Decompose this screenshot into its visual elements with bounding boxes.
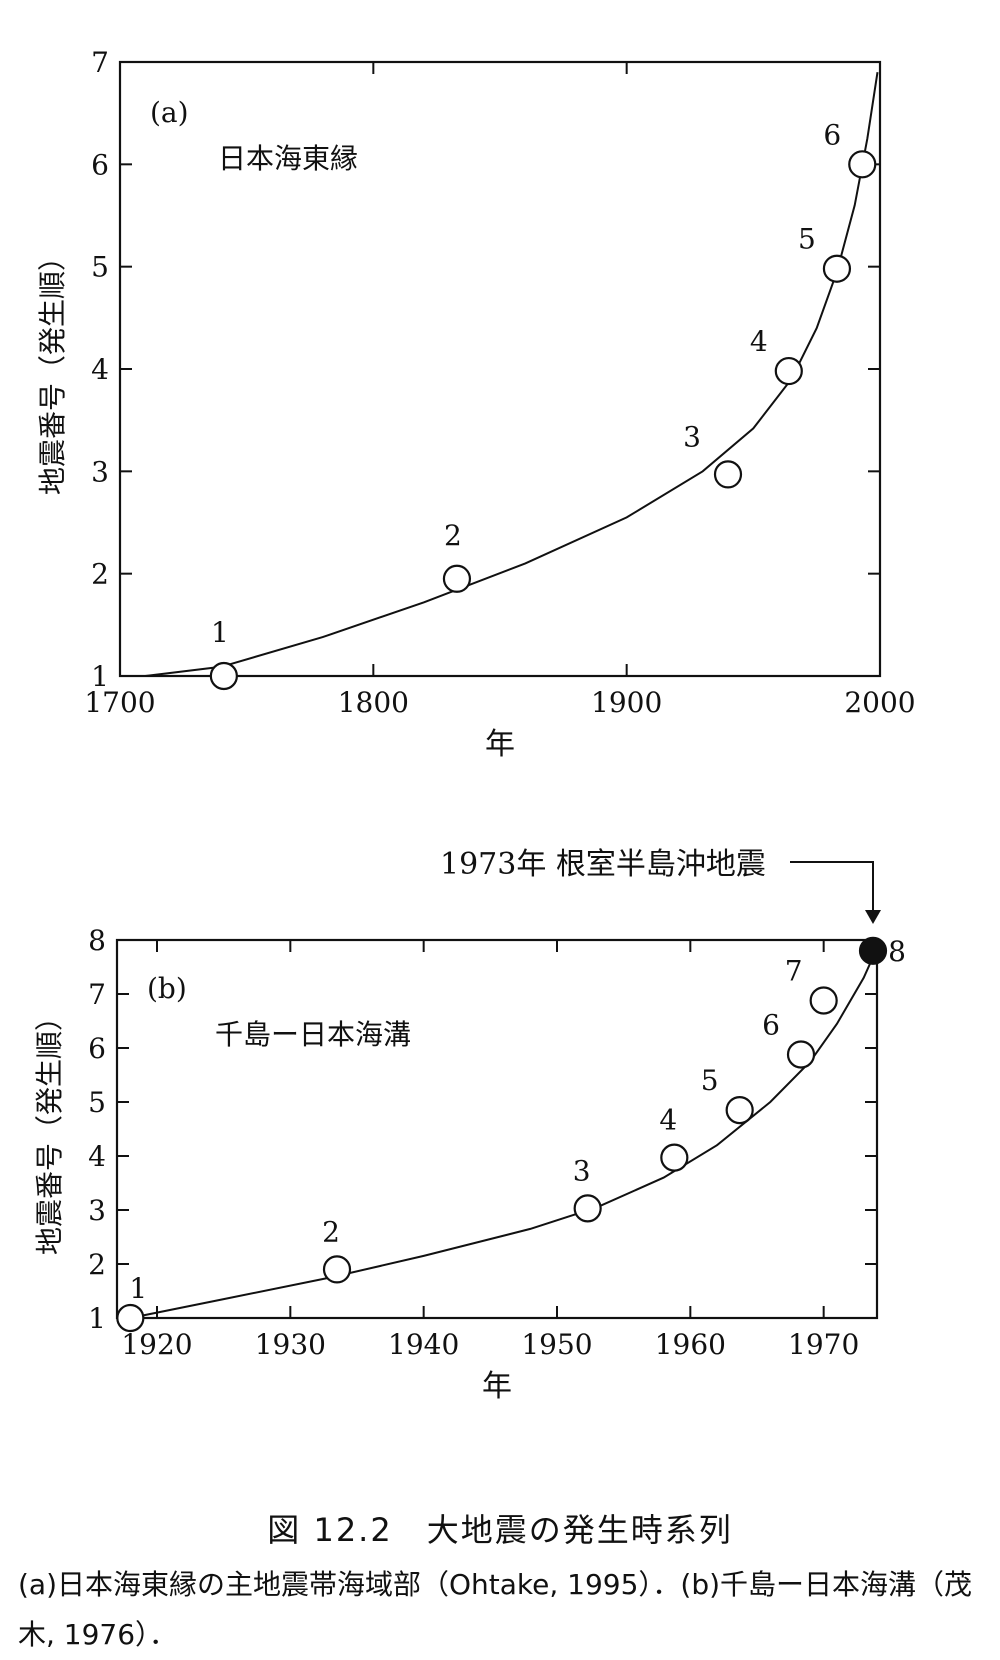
data-label: 6 — [762, 1008, 780, 1041]
region-label: 日本海東縁 — [218, 142, 358, 175]
data-point — [660, 1143, 689, 1172]
y-tick-label: 4 — [91, 353, 109, 386]
data-label: 7 — [785, 954, 803, 987]
x-tick-label: 1970 — [788, 1328, 859, 1361]
fit-curve — [130, 947, 878, 1319]
data-point — [848, 150, 877, 179]
annotation-arrowhead — [865, 910, 881, 924]
data-label: 5 — [701, 1064, 719, 1097]
panel-label: (b) — [147, 972, 187, 1005]
data-point — [209, 661, 238, 691]
y-tick-label: 5 — [91, 251, 109, 284]
x-tick-label: 2000 — [844, 686, 915, 719]
data-label: 4 — [750, 325, 768, 358]
data-point — [809, 986, 838, 1015]
x-tick-label: 1800 — [338, 686, 409, 719]
x-axis-label: 年 — [485, 727, 515, 762]
y-axis-label: 地震番号（発生順） — [36, 243, 69, 495]
data-point — [774, 356, 803, 386]
y-tick-label: 2 — [88, 1248, 106, 1281]
y-tick-label: 5 — [88, 1086, 106, 1119]
y-tick-label: 7 — [88, 978, 106, 1011]
panel-label: (a) — [150, 96, 189, 129]
data-point — [822, 254, 852, 283]
data-point — [713, 460, 743, 489]
x-tick-label: 1920 — [121, 1328, 192, 1361]
annotation-label: 1973年 根室半島沖地震 — [440, 847, 766, 882]
data-point-filled — [858, 936, 888, 965]
x-tick-label: 1900 — [591, 686, 662, 719]
y-tick-label: 6 — [91, 148, 109, 181]
x-tick-label: 1960 — [655, 1328, 726, 1361]
region-label: 千島ー日本海溝 — [215, 1018, 411, 1051]
y-tick-label: 2 — [91, 558, 109, 591]
panel-a — [118, 60, 882, 691]
x-tick-label: 1940 — [388, 1328, 459, 1361]
x-tick-label: 1700 — [84, 686, 155, 719]
data-label: 4 — [659, 1104, 677, 1137]
data-label: 2 — [444, 519, 462, 552]
y-tick-label: 1 — [91, 660, 109, 693]
x-tick-label: 1950 — [521, 1328, 592, 1361]
y-tick-label: 6 — [88, 1032, 106, 1065]
y-tick-label: 3 — [88, 1194, 106, 1227]
data-label: 5 — [798, 223, 816, 256]
y-tick-label: 4 — [88, 1140, 106, 1173]
y-tick-label: 7 — [91, 46, 109, 79]
data-label: 3 — [683, 420, 701, 453]
data-label: 6 — [823, 118, 841, 151]
data-point — [725, 1095, 754, 1125]
figure-caption-body: (a)日本海東縁の主地震帯海域部（Ohtake, 1995）．(b)千島ー日本海… — [18, 1568, 973, 1651]
data-point — [322, 1255, 352, 1284]
y-tick-label: 8 — [88, 924, 106, 957]
plot-frame — [115, 938, 879, 1320]
data-point — [116, 1303, 145, 1333]
y-tick-label: 3 — [91, 455, 109, 488]
data-label: 3 — [573, 1154, 591, 1187]
data-label: 1 — [211, 616, 229, 649]
panel-b — [115, 861, 888, 1333]
x-axis-label: 年 — [482, 1369, 512, 1404]
data-point — [573, 1194, 602, 1223]
data-point — [786, 1040, 816, 1069]
x-tick-label: 1930 — [255, 1328, 326, 1361]
fit-curve — [145, 72, 879, 677]
y-tick-label: 1 — [88, 1302, 106, 1335]
data-label: 8 — [888, 935, 906, 968]
data-label: 2 — [322, 1215, 340, 1248]
annotation-arrow-line — [790, 861, 874, 915]
data-label: 1 — [129, 1272, 147, 1305]
figure-caption-title: 図 12.2 大地震の発生時系列 — [267, 1511, 733, 1549]
data-point — [442, 564, 472, 593]
y-axis-label: 地震番号（発生順） — [33, 1003, 66, 1255]
